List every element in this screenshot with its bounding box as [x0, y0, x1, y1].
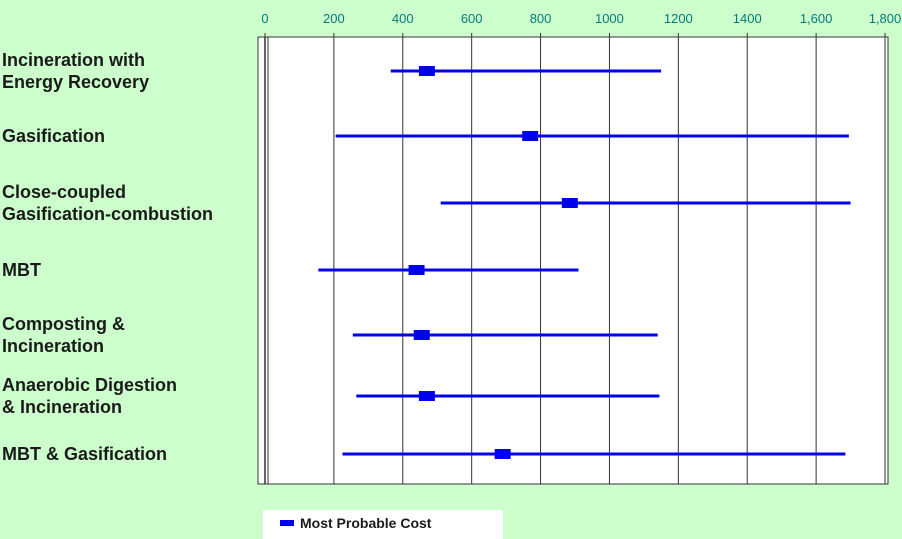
category-label: & Incineration [2, 397, 122, 417]
probable-marker [418, 391, 435, 401]
category-label: Incineration with [2, 50, 145, 70]
x-tick-label: 800 [530, 11, 552, 26]
x-tick-label: 1,800 [869, 11, 902, 26]
category-label: Close-coupled [2, 182, 126, 202]
category-label: MBT & Gasification [2, 444, 167, 464]
probable-marker [561, 198, 578, 208]
probable-marker [522, 131, 539, 141]
legend-label: Most Probable Cost [300, 515, 432, 531]
category-label: Anaerobic Digestion [2, 375, 177, 395]
probable-marker [494, 449, 511, 459]
x-tick-label: 1400 [733, 11, 762, 26]
x-tick-label: 1000 [595, 11, 624, 26]
range-chart: 0 200 400 600 800 1000 1200 1400 1,600 1,800 Incin… [2, 11, 902, 485]
x-tick-label: 600 [461, 11, 483, 26]
category-label: Incineration [2, 336, 104, 356]
x-tick-label: 1200 [664, 11, 693, 26]
legend: Most Probable Cost [263, 510, 503, 539]
category-label: Gasification-combustion [2, 204, 213, 224]
probable-marker [413, 330, 430, 340]
x-tick-label: 200 [323, 11, 345, 26]
probable-marker [418, 66, 435, 76]
category-label: Composting & [2, 314, 125, 334]
x-tick-label: 0 [261, 11, 268, 26]
probable-marker [408, 265, 425, 275]
x-tick-label: 400 [392, 11, 414, 26]
plot-area [257, 36, 889, 485]
legend-swatch [280, 520, 294, 526]
category-label: MBT [2, 260, 41, 280]
x-tick-label: 1,600 [800, 11, 833, 26]
category-label: Energy Recovery [2, 72, 149, 92]
category-label: Gasification [2, 126, 105, 146]
